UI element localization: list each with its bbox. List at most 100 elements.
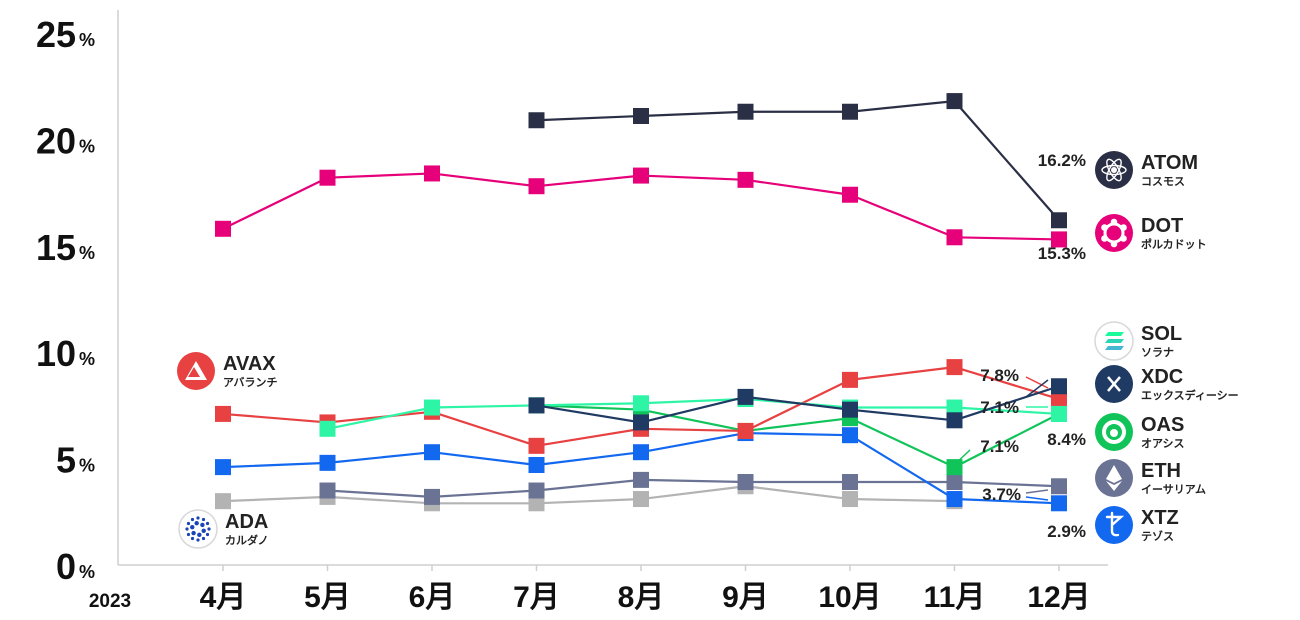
y-tick-unit: % (79, 349, 95, 369)
legend-name: コスモス (1141, 175, 1185, 188)
data-point-ada (842, 491, 858, 508)
data-point-sol (319, 420, 336, 437)
data-point-eth (737, 474, 754, 491)
legend-symbol: DOT (1141, 215, 1183, 237)
series-line-ada (222, 485, 955, 505)
leader-line-xdc (1025, 379, 1049, 398)
leader-line-oas (953, 449, 971, 466)
ethereum-icon (1095, 459, 1133, 497)
data-point-atom (633, 107, 649, 124)
data-point-eth (946, 474, 963, 491)
series-line-eth (327, 478, 1060, 499)
y-tick-unit: % (79, 243, 95, 263)
y-tick-label: 20 (36, 120, 76, 161)
data-point-dot (633, 167, 649, 184)
data-point-sol (424, 399, 440, 416)
data-point-avax (737, 422, 754, 439)
y-tick-unit: % (79, 30, 95, 50)
legend-symbol: SOL (1141, 323, 1182, 345)
data-point-oas (946, 459, 963, 476)
data-point-atom (946, 93, 963, 110)
data-point-dot (528, 178, 545, 195)
x-tick-label: 6月 (409, 581, 456, 614)
data-point-dot (424, 165, 440, 182)
data-point-xtz (424, 444, 440, 461)
data-point-xtz (319, 454, 336, 471)
leader-line-xtz (1025, 496, 1049, 501)
data-point-sol (1051, 405, 1067, 422)
data-point-ada (215, 493, 231, 510)
data-point-dot (842, 186, 858, 203)
x-tick-label: 7月 (513, 581, 560, 614)
data-point-xdc (633, 414, 649, 431)
legend-symbol: XDC (1141, 366, 1183, 388)
legend-name: テゾス (1141, 529, 1174, 543)
data-point-eth (319, 482, 336, 499)
value-label-xdc: 8.4% (1047, 430, 1086, 449)
data-point-xtz (842, 427, 858, 444)
legend-symbol: ATOM (1141, 152, 1198, 174)
data-point-xdc (528, 397, 545, 414)
data-point-avax (946, 359, 963, 376)
data-point-eth (1051, 478, 1067, 495)
data-point-atom (1051, 212, 1067, 229)
oasys-icon (1095, 413, 1133, 451)
y-tick-unit: % (79, 562, 95, 582)
data-point-avax (842, 371, 858, 388)
data-point-atom (528, 112, 545, 129)
value-label-oas: 7.1% (980, 437, 1019, 456)
legend-symbol: XTZ (1141, 507, 1179, 529)
data-point-xtz (1051, 495, 1067, 512)
y-tick-label: 5 (56, 440, 76, 481)
data-point-avax (215, 405, 231, 422)
atom-icon (1095, 151, 1133, 189)
x-tick-label: 9月 (722, 581, 769, 614)
data-point-ada (528, 495, 545, 512)
series-line-atom (536, 99, 1060, 221)
data-point-dot (946, 229, 963, 246)
data-point-dot (319, 169, 336, 186)
data-point-xdc (737, 388, 754, 405)
series-lines (222, 99, 1060, 505)
series-line-oas (536, 404, 1060, 469)
data-point-eth (633, 471, 649, 488)
data-point-eth (424, 488, 440, 505)
solana-icon (1094, 321, 1134, 361)
y-tick-label: 15 (36, 227, 76, 268)
x-tick-label: 11月 (924, 581, 986, 614)
legend-symbol: AVAX (223, 353, 276, 375)
chart-axes: 0 %5 %10 %15 %20 %25 %2023 4月 5月 6月 7月 8月 9月 10月 11月 12… (36, 10, 1108, 614)
legend-name: エックスディーシー (1141, 388, 1239, 402)
legend-symbol: ETH (1141, 460, 1181, 482)
data-point-dot (1051, 231, 1067, 248)
data-point-atom (842, 103, 858, 120)
series-line-sol (327, 397, 1060, 430)
value-label-atom: 16.2% (1038, 151, 1086, 170)
y-tick-label: 0 (56, 546, 76, 587)
value-label-sol: 7.1% (980, 398, 1019, 417)
series-line-xdc (536, 385, 1060, 424)
value-label-eth: 3.7% (982, 485, 1021, 504)
data-point-dot (737, 171, 754, 188)
data-point-xtz (528, 456, 545, 473)
data-point-xdc (1051, 378, 1067, 395)
value-label-dot: 15.3% (1038, 244, 1086, 263)
legend-name: アバランチ (223, 376, 278, 389)
legend-name: オアシス (1141, 437, 1185, 450)
value-label-avax: 7.8% (980, 366, 1019, 385)
data-point-xdc (946, 412, 963, 429)
legend-symbol: OAS (1141, 414, 1184, 436)
data-point-dot (215, 220, 231, 237)
data-point-atom (737, 103, 754, 120)
leader-line-avax (1025, 376, 1049, 389)
data-point-xdc (842, 401, 858, 418)
data-point-avax (528, 437, 545, 454)
